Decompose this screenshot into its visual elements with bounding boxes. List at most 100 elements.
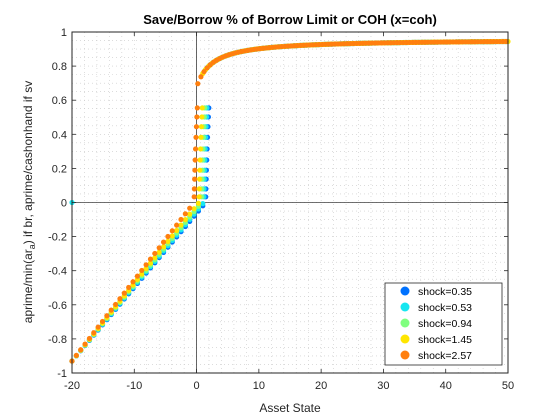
y-tick-label: 0.2 (52, 163, 67, 175)
data-point (156, 249, 162, 255)
x-tick-label: -10 (126, 380, 142, 392)
data-point (199, 105, 205, 111)
legend-marker (400, 334, 410, 344)
chart-title: Save/Borrow % of Borrow Limit or COH (x=… (143, 12, 437, 27)
data-point (197, 167, 203, 173)
y-tick-label: 1 (61, 27, 67, 39)
data-point (147, 256, 154, 262)
x-tick-label: 0 (194, 380, 200, 392)
data-point (82, 341, 88, 347)
series-shock-2-57 (69, 38, 509, 364)
data-point (503, 38, 509, 45)
data-point (73, 352, 79, 359)
y-tick-label: -0.6 (48, 300, 67, 312)
data-point (108, 307, 114, 313)
x-tick-label: 50 (502, 380, 514, 392)
ticks: -20 -10 0 10 20 30 40 50 -1 -0.8 -0.6 -0.4 -0.2 0 0.2 0… (48, 27, 514, 392)
data-point (192, 167, 198, 173)
data-point (178, 222, 184, 228)
data-point (165, 238, 171, 244)
data-point (169, 233, 175, 239)
x-tick-label: -20 (64, 380, 80, 392)
data-point (156, 245, 162, 251)
data-point (195, 81, 201, 87)
data-points (69, 38, 511, 364)
data-point (197, 176, 203, 182)
data-point (200, 201, 206, 207)
data-point (139, 271, 145, 277)
y-axis-label-prefix: aprime/min(ar (21, 249, 35, 323)
y-tick-label: 0.4 (52, 129, 67, 141)
data-point (198, 134, 204, 140)
data-point (197, 146, 204, 152)
data-point (126, 284, 132, 291)
data-point (113, 301, 119, 308)
legend-marker (400, 286, 410, 296)
data-point (196, 186, 202, 192)
data-point (95, 324, 101, 330)
data-point (152, 250, 158, 257)
x-tick-label: 10 (253, 380, 265, 392)
data-point (91, 330, 97, 336)
data-point (191, 194, 197, 200)
data-point (152, 255, 158, 261)
data-point (130, 279, 136, 285)
data-point (178, 216, 184, 223)
legend-label: shock=0.53 (418, 302, 472, 314)
data-point (104, 313, 110, 319)
data-point (174, 227, 180, 234)
y-axis-label-subscript: a (27, 244, 37, 249)
data-point (121, 290, 127, 296)
data-point (78, 347, 84, 353)
data-point (199, 114, 205, 120)
legend-label: shock=2.57 (418, 350, 472, 362)
data-point (165, 233, 171, 240)
legend-marker (400, 350, 410, 360)
data-point (194, 114, 200, 120)
data-point (99, 318, 106, 325)
legend-marker (400, 318, 410, 328)
y-axis-label-suffix: ) if br, aprime/cashonhand if sv (21, 81, 35, 244)
data-point (169, 228, 175, 234)
legend-marker (400, 302, 410, 312)
data-point (198, 124, 205, 130)
x-tick-label: 30 (377, 380, 389, 392)
data-point (201, 69, 207, 75)
legend-label: shock=0.94 (418, 318, 472, 330)
data-point (134, 273, 140, 279)
data-point (174, 222, 180, 228)
data-point (117, 296, 123, 302)
data-point (191, 206, 197, 212)
data-point (198, 74, 204, 80)
legend: shock=0.35 shock=0.53 shock=0.94 shock=1.45… (384, 282, 503, 366)
data-point (197, 157, 203, 163)
data-point (193, 134, 199, 140)
data-point (147, 260, 154, 266)
y-tick-label: -0.2 (48, 232, 67, 244)
data-point (86, 335, 93, 342)
y-tick-label: 0 (61, 198, 67, 210)
x-tick-label: 40 (440, 380, 452, 392)
data-point (182, 217, 188, 223)
data-point (191, 186, 197, 192)
y-tick-label: 0.8 (52, 61, 67, 73)
data-point (192, 176, 198, 182)
y-tick-label: 0.6 (52, 95, 67, 107)
data-point (143, 265, 149, 272)
y-tick-label: -1 (57, 368, 67, 380)
data-point (194, 105, 200, 111)
legend-label: shock=0.35 (418, 286, 472, 298)
data-point (193, 124, 200, 130)
y-tick-label: -0.8 (48, 334, 67, 346)
data-point (160, 239, 167, 245)
data-point (160, 244, 167, 250)
data-point (182, 211, 188, 217)
data-point (192, 146, 199, 152)
y-axis-label: aprime/min(ara) if br, aprime/cashonhand… (21, 81, 37, 323)
data-point (143, 262, 149, 268)
data-point (195, 200, 202, 206)
x-tick-label: 20 (315, 380, 327, 392)
data-point (139, 267, 145, 274)
